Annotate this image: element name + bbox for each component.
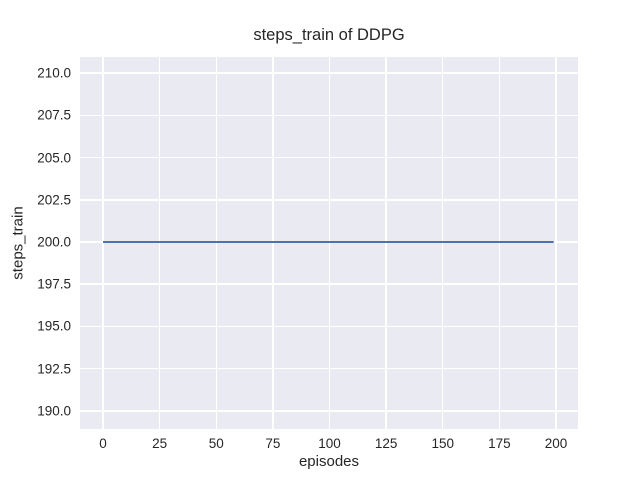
series-layer — [103, 240, 554, 243]
y-tick-label: 205.0 — [37, 149, 71, 165]
x-tick-label: 25 — [152, 436, 168, 451]
x-tick-label: 200 — [544, 436, 568, 451]
y-tick-label: 190.0 — [37, 403, 71, 419]
gridline-horizontal — [80, 410, 578, 412]
y-axis-label: steps_train — [9, 206, 27, 280]
gridline-horizontal — [80, 72, 578, 74]
gridline-vertical — [385, 57, 387, 429]
gridline-vertical — [555, 57, 557, 429]
gridline-vertical — [328, 57, 331, 429]
y-tick-label: 210.0 — [37, 65, 71, 81]
gridline-vertical — [215, 57, 218, 429]
x-tick-label: 75 — [265, 436, 281, 451]
y-tick-label: 195.0 — [37, 318, 71, 334]
x-tick-label: 150 — [431, 436, 454, 451]
x-tick-label: 125 — [374, 436, 398, 451]
chart-title: steps_train of DDPG — [253, 26, 405, 44]
x-axis-label: episodes — [298, 453, 360, 470]
y-tick-label: 200.0 — [37, 234, 71, 250]
y-tick-label: 202.5 — [37, 192, 71, 207]
x-tick-label: 0 — [99, 436, 107, 451]
y-tick-label: 207.5 — [37, 107, 71, 123]
gridline-vertical — [498, 57, 501, 429]
x-tick-label: 100 — [318, 436, 341, 451]
gridline-horizontal — [80, 367, 578, 370]
gridline-horizontal — [80, 283, 578, 285]
gridline-vertical — [272, 57, 274, 429]
gridline-horizontal — [80, 199, 578, 201]
plot-area — [80, 57, 578, 429]
gridline-horizontal — [80, 156, 578, 159]
x-tick-label: 175 — [488, 436, 511, 451]
gridline-vertical — [441, 57, 444, 429]
x-tick-label: 50 — [208, 436, 224, 451]
y-tick-label: 197.5 — [37, 276, 71, 292]
gridline-horizontal — [80, 325, 578, 328]
gridline-vertical — [158, 57, 161, 429]
gridline-horizontal — [80, 114, 578, 117]
gridline-vertical — [102, 57, 104, 429]
y-tick-label: 192.5 — [37, 360, 71, 376]
